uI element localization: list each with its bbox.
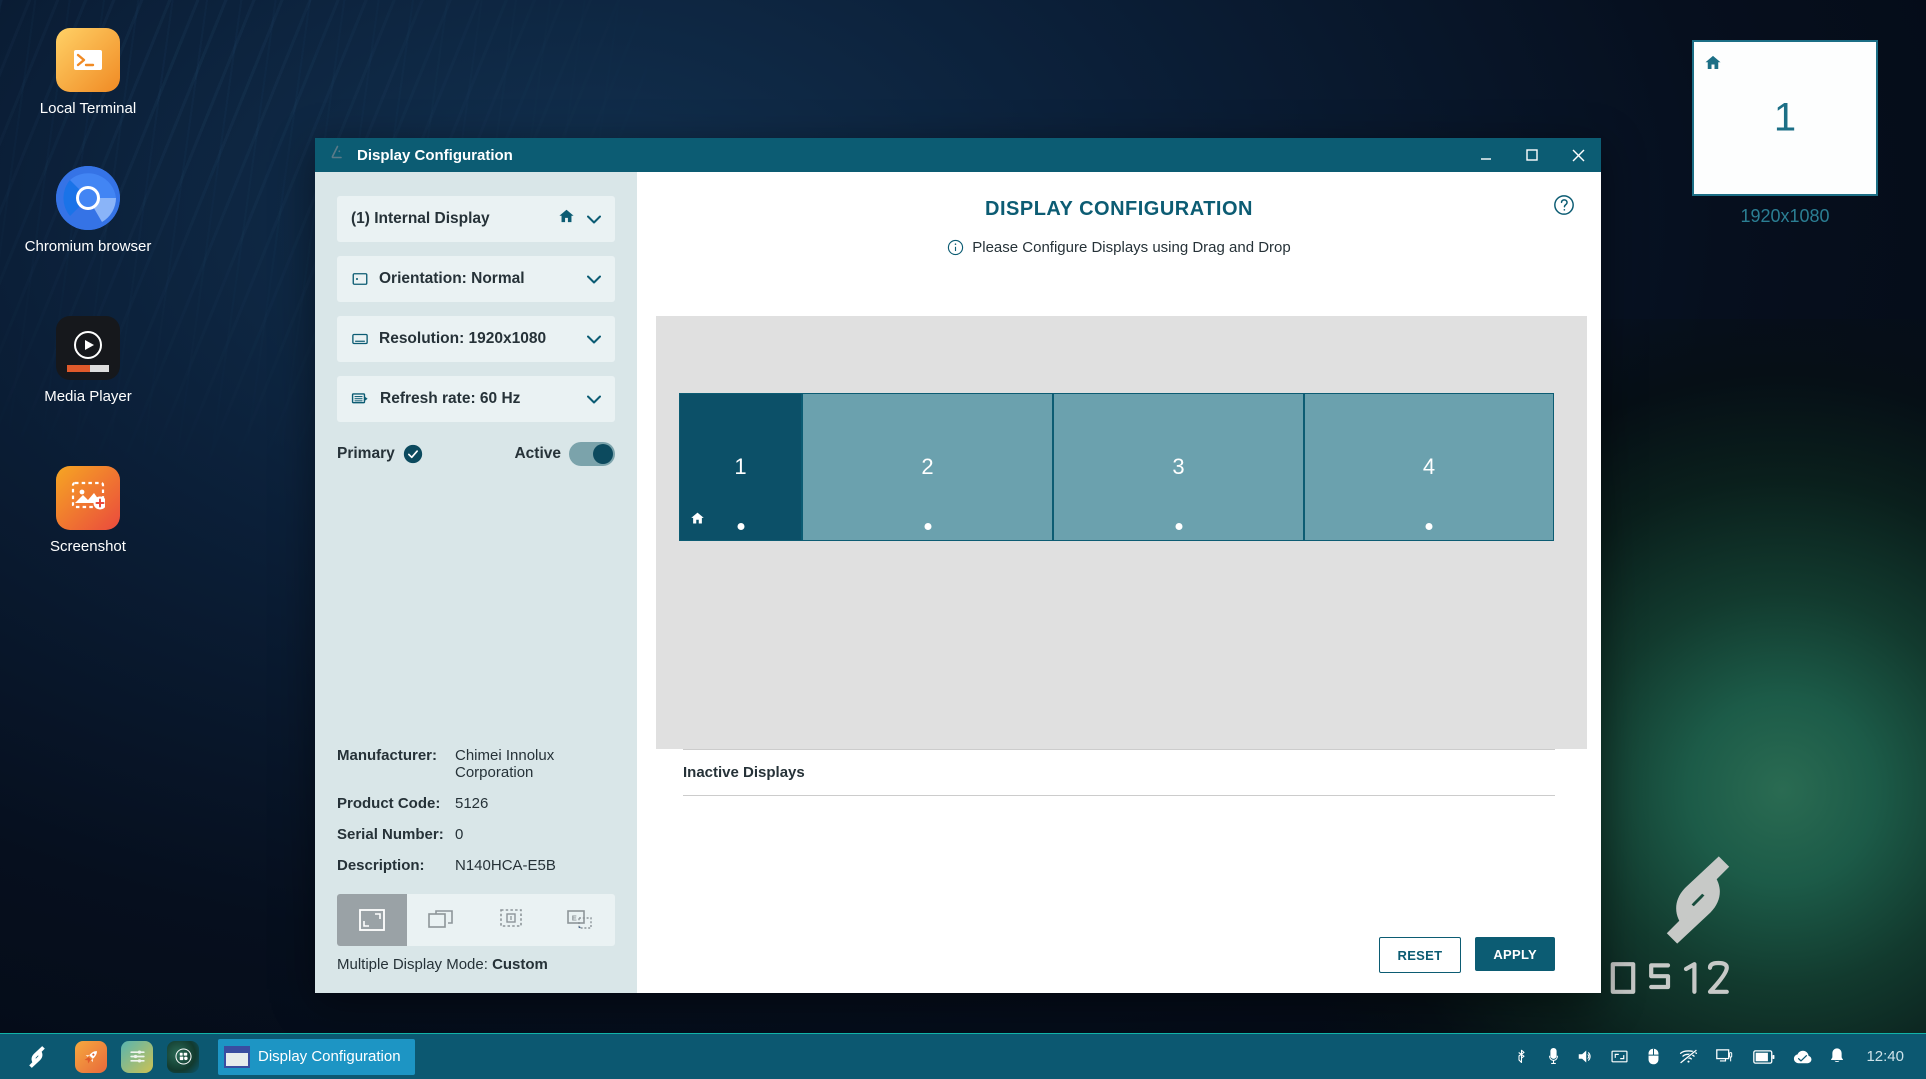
svg-text:E: E — [572, 914, 577, 923]
